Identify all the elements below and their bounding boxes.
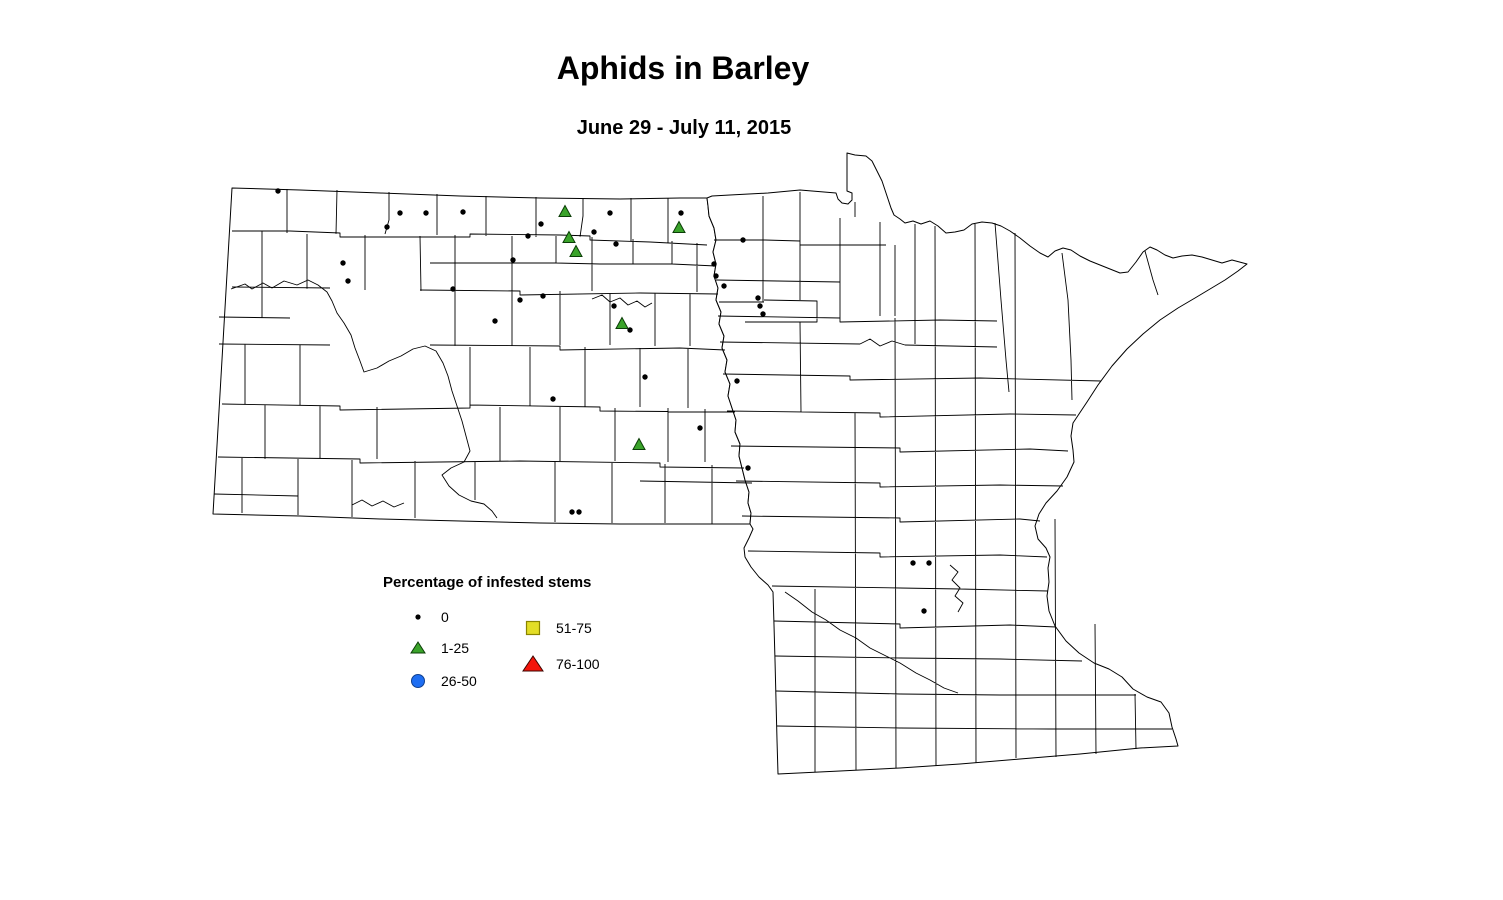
site-marker-zero: [510, 257, 516, 263]
site-marker-zero: [607, 210, 613, 216]
legend-item-1-25: 1-25: [405, 638, 469, 658]
legend-item-0: 0: [405, 607, 449, 627]
site-marker-zero: [492, 318, 498, 324]
site-marker-1-25: [558, 204, 572, 217]
map-markers: [275, 188, 932, 614]
state-outline-minnesota: [706, 152, 1248, 775]
site-marker-zero: [611, 303, 617, 309]
legend-triangle-icon: [405, 640, 431, 656]
site-marker-zero: [613, 241, 619, 247]
site-marker-zero: [517, 297, 523, 303]
page-title: Aphids in Barley: [556, 50, 810, 86]
legend-square-icon: [520, 618, 546, 638]
site-marker-zero: [926, 560, 932, 566]
missouri-river-line: [230, 279, 498, 519]
site-marker-1-25: [562, 230, 576, 243]
site-marker-zero: [713, 273, 719, 279]
site-marker-zero: [576, 509, 582, 515]
site-marker-zero: [550, 396, 556, 402]
legend-item-label: 0: [441, 609, 449, 625]
legend-item-26-50: 26-50: [405, 671, 477, 691]
site-marker-zero: [525, 233, 531, 239]
site-marker-zero: [540, 293, 546, 299]
site-marker-zero: [423, 210, 429, 216]
site-marker-zero: [538, 221, 544, 227]
site-marker-zero: [678, 210, 684, 216]
site-marker-zero: [740, 237, 746, 243]
site-marker-zero: [745, 465, 751, 471]
legend-item-76-100: 76-100: [520, 652, 600, 676]
site-marker-zero: [910, 560, 916, 566]
site-marker-1-25: [632, 437, 646, 450]
legend-item-label: 1-25: [441, 640, 470, 656]
site-marker-zero: [460, 209, 466, 215]
site-marker-zero: [340, 260, 346, 266]
site-marker-zero: [755, 295, 761, 301]
site-marker-zero: [760, 311, 766, 317]
site-marker-zero: [711, 261, 717, 267]
site-marker-zero: [397, 210, 403, 216]
site-marker-zero: [921, 608, 927, 614]
legend-title: Percentage of infested stems: [383, 574, 592, 591]
site-marker-zero: [345, 278, 351, 284]
mn-county-lines: [714, 192, 1172, 772]
site-marker-zero: [757, 303, 763, 309]
page-subtitle: June 29 - July 11, 2015: [576, 117, 792, 139]
site-marker-zero: [591, 229, 597, 235]
site-marker-zero: [384, 224, 390, 230]
legend-item-51-75: 51-75: [520, 618, 592, 638]
state-outline-north-dakota: [212, 187, 752, 525]
legend-triangle-large-icon: [520, 654, 546, 674]
site-marker-zero: [734, 378, 740, 384]
site-marker-zero: [721, 283, 727, 289]
legend-item-label: 51-75: [556, 620, 592, 636]
site-marker-zero: [450, 286, 456, 292]
nd-county-lines: [213, 189, 753, 524]
site-marker-zero: [697, 425, 703, 431]
site-marker-zero: [275, 188, 281, 194]
site-marker-1-25: [672, 220, 686, 233]
site-marker-zero: [569, 509, 575, 515]
site-marker-zero: [642, 374, 648, 380]
legend-circle-icon: [405, 671, 431, 691]
site-marker-1-25: [569, 244, 583, 257]
legend-item-label: 26-50: [441, 673, 477, 689]
site-marker-1-25: [615, 316, 629, 329]
legend-item-label: 76-100: [556, 656, 600, 672]
legend-dot-icon: [405, 607, 431, 627]
